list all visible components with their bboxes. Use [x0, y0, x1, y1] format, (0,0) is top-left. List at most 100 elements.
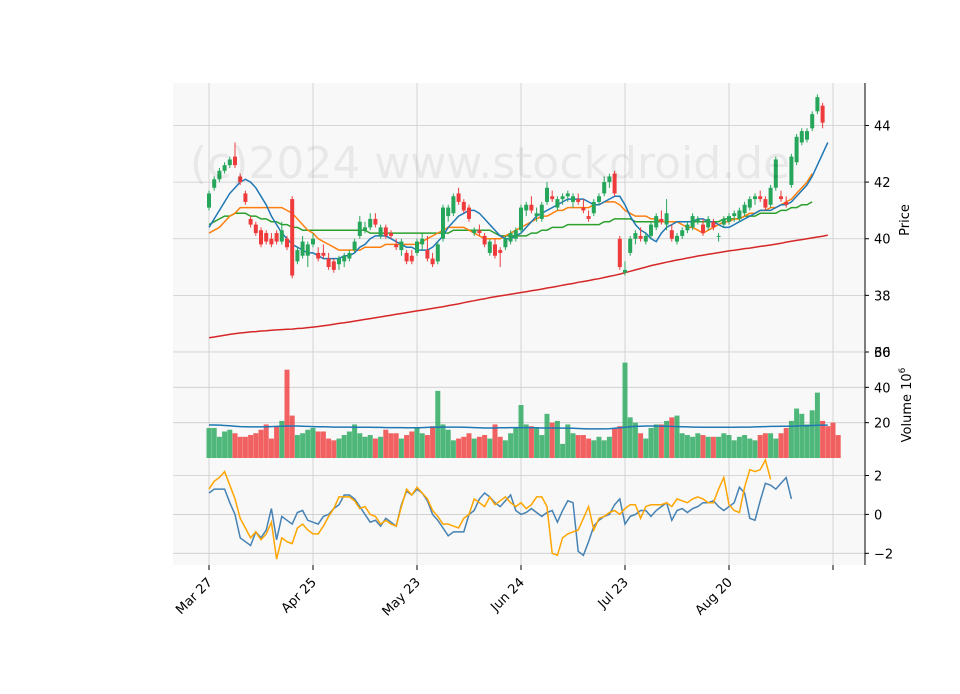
- candle-body: [472, 230, 477, 234]
- candle-body: [415, 241, 419, 253]
- candle-body: [768, 187, 773, 205]
- candle-body: [789, 156, 794, 185]
- candle-body: [784, 201, 789, 205]
- candle-body: [524, 204, 529, 211]
- candle-body: [487, 241, 492, 253]
- candle-body: [321, 252, 326, 256]
- volume-bar: [352, 424, 358, 458]
- candle-body: [779, 196, 783, 200]
- y-tick-label: 44: [874, 119, 891, 134]
- volume-bar: [258, 429, 264, 458]
- volume-bar: [424, 435, 430, 458]
- candle-body: [633, 233, 638, 239]
- candle-body: [337, 258, 341, 265]
- volume-bar: [612, 427, 618, 458]
- candle-body: [513, 230, 518, 239]
- candle-body: [706, 218, 711, 228]
- candle-body: [409, 255, 414, 262]
- volume-bar: [435, 390, 441, 458]
- volume-bar: [752, 440, 758, 458]
- candle-body: [420, 238, 425, 245]
- volume-bar: [679, 433, 685, 458]
- candle-body: [805, 131, 809, 140]
- volume-bar: [497, 436, 503, 458]
- candle-body: [815, 97, 820, 112]
- candle-body: [545, 187, 549, 202]
- candle-body: [643, 235, 648, 242]
- candle-body: [389, 233, 393, 236]
- volume-bar: [513, 427, 519, 458]
- x-axis: Mar 27 Apr 25 May 23 Jun 24 Jul 23 Aug 20: [173, 565, 834, 619]
- candle-body: [243, 193, 248, 202]
- volume-bar: [237, 436, 243, 458]
- candle-body: [269, 238, 274, 245]
- candle-body: [430, 258, 435, 265]
- candle-body: [529, 204, 534, 211]
- candle-body: [342, 255, 347, 262]
- volume-bar: [378, 436, 384, 458]
- candle-body: [357, 221, 362, 236]
- volume-bar: [263, 424, 269, 458]
- volume-bar: [253, 433, 259, 458]
- candle-body: [664, 213, 669, 225]
- volume-bar: [310, 427, 316, 458]
- volume-bar: [346, 431, 352, 458]
- candle-body: [716, 235, 721, 237]
- candle-body: [285, 238, 289, 248]
- volume-bar: [549, 422, 555, 458]
- volume-bar: [430, 426, 436, 458]
- candle-body: [305, 244, 310, 256]
- volume-bar: [742, 435, 748, 458]
- volume-bar: [835, 435, 841, 458]
- volume-bar: [580, 435, 586, 458]
- candle-body: [581, 207, 586, 211]
- volume-bar: [383, 429, 389, 458]
- volume-bar: [664, 420, 670, 458]
- candle-body: [623, 269, 627, 273]
- x-tick-label: Mar 27: [173, 575, 216, 618]
- candle-body: [503, 238, 508, 248]
- candle-body: [695, 218, 700, 222]
- volume-bar: [523, 424, 529, 458]
- volume-bar: [690, 436, 696, 458]
- volume-bar: [544, 413, 550, 458]
- candle-body: [394, 244, 399, 248]
- volume-bar: [461, 436, 467, 458]
- candle-body: [711, 221, 716, 228]
- volume-bar: [294, 435, 300, 458]
- volume-bar: [222, 431, 228, 458]
- volume-bar: [554, 420, 560, 458]
- volume-bar: [409, 431, 415, 458]
- x-tick-label: Jun 24: [488, 575, 528, 615]
- volume-bar: [487, 438, 493, 458]
- volume-bar: [388, 433, 394, 458]
- candle-body: [727, 216, 731, 222]
- volume-bar: [300, 433, 306, 458]
- y-tick-label: 0: [874, 508, 882, 523]
- candle-body: [576, 199, 581, 202]
- volume-bar: [809, 410, 815, 458]
- volume-bar: [768, 433, 774, 458]
- candle-body: [773, 159, 778, 188]
- volume-bar: [305, 429, 311, 458]
- candle-body: [274, 233, 279, 242]
- volume-bar: [367, 435, 373, 458]
- candle-body: [607, 176, 612, 183]
- candle-body: [264, 233, 269, 242]
- candle-body: [638, 235, 643, 239]
- candle-body: [352, 241, 357, 251]
- candle-body: [300, 241, 305, 256]
- candle-body: [519, 207, 523, 231]
- oscillator-line-2: [208, 457, 772, 560]
- candle-body: [446, 207, 451, 217]
- candle-body: [279, 230, 284, 242]
- candle-body: [732, 213, 737, 217]
- volume-bar: [684, 435, 690, 458]
- volume-bar: [274, 426, 280, 458]
- volume-bar: [716, 436, 722, 458]
- volume-bar: [638, 433, 644, 458]
- volume-bar: [414, 427, 420, 458]
- volume-bar: [643, 438, 649, 458]
- volume-bar: [778, 433, 784, 458]
